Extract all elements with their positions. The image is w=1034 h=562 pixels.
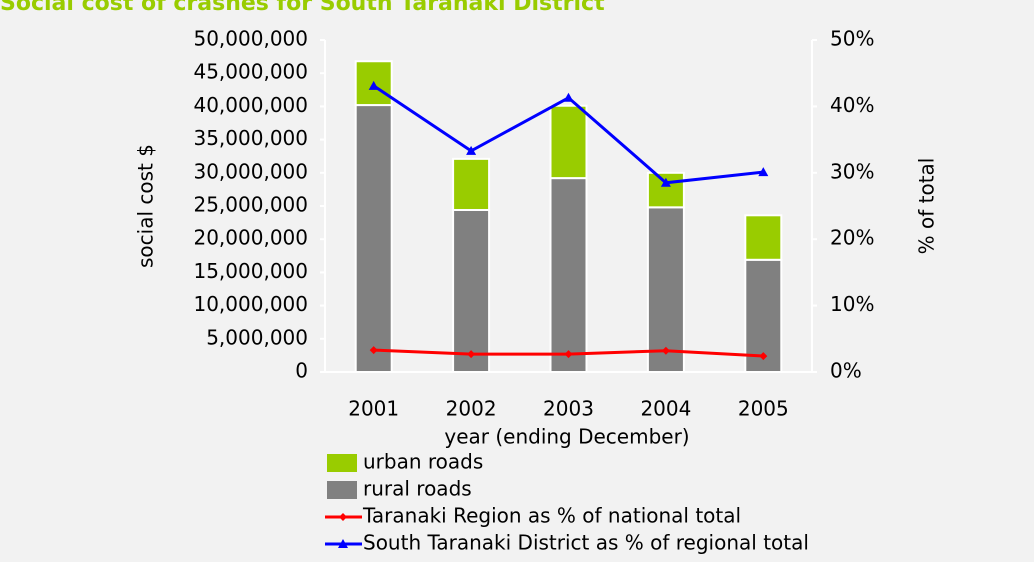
line-marker: [369, 346, 378, 355]
y2-tick-label: 10%: [830, 292, 874, 316]
line-marker: [563, 92, 574, 102]
bar: [646, 171, 685, 209]
y2-tick-label: 50%: [830, 27, 874, 51]
legend-swatch: [327, 454, 357, 472]
x-tick-label: 2002: [446, 397, 497, 421]
bar: [354, 104, 393, 374]
x-axis-title: year (ending December): [444, 425, 689, 449]
legend-label: Taranaki Region as % of national total: [362, 504, 741, 528]
y-tick-label: 50,000,000: [193, 27, 308, 51]
line-marker: [758, 167, 769, 177]
line-marker: [467, 350, 476, 359]
y-tick-label: 5,000,000: [206, 325, 308, 349]
x-tick-label: 2004: [640, 397, 691, 421]
y2-axis-title: % of total: [915, 158, 939, 255]
y-tick-label: 20,000,000: [193, 226, 308, 250]
y-tick-label: 35,000,000: [193, 126, 308, 150]
bar: [549, 104, 588, 180]
legend-marker: [339, 513, 347, 521]
y-tick-label: 40,000,000: [193, 93, 308, 117]
bar: [452, 157, 491, 211]
legend-label: urban roads: [363, 450, 483, 474]
x-tick-label: 2001: [348, 397, 399, 421]
y-tick-label: 15,000,000: [193, 259, 308, 283]
line-marker: [660, 177, 671, 187]
y2-tick-label: 40%: [830, 93, 874, 117]
y-tick-label: 10,000,000: [193, 292, 308, 316]
chart-title: Social cost of crashes for South Taranak…: [0, 0, 605, 16]
y2-tick-label: 0%: [830, 359, 862, 383]
x-tick-label: 2005: [738, 397, 789, 421]
y2-tick-label: 30%: [830, 159, 874, 183]
y-tick-label: 45,000,000: [193, 60, 308, 84]
y-tick-label: 0: [295, 359, 308, 383]
y-tick-label: 30,000,000: [193, 159, 308, 183]
bar: [744, 214, 783, 261]
bar: [549, 177, 588, 373]
bar: [452, 208, 491, 373]
line-marker: [759, 352, 768, 361]
x-tick-label: 2003: [543, 397, 594, 421]
y2-tick-label: 20%: [830, 226, 874, 250]
legend-marker: [338, 539, 348, 548]
legend-swatch: [327, 481, 357, 499]
line-marker: [466, 145, 477, 155]
line-marker: [368, 80, 379, 90]
line-marker: [661, 346, 670, 355]
bar: [646, 206, 685, 373]
y-axis-title: social cost $: [134, 144, 158, 268]
legend-label: rural roads: [363, 477, 472, 501]
y-tick-label: 25,000,000: [193, 193, 308, 217]
legend-label: South Taranaki District as % of regional…: [363, 531, 809, 555]
line-marker: [564, 350, 573, 359]
